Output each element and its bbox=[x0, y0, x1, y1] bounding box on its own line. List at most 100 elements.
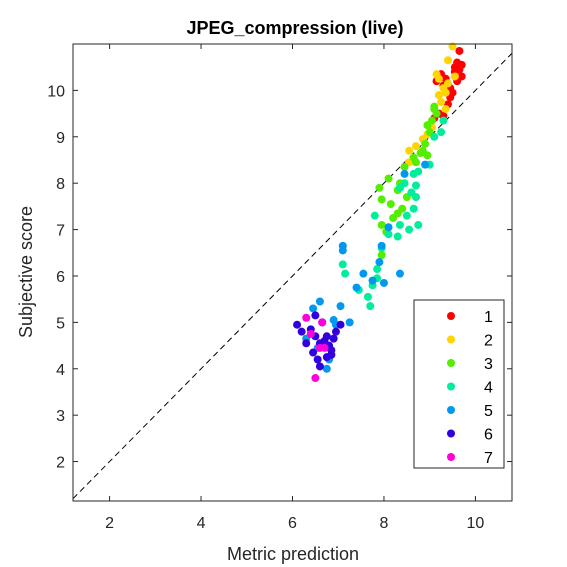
y-tick-label: 10 bbox=[47, 83, 65, 100]
legend-label-5: 5 bbox=[484, 403, 493, 420]
data-point-series-2 bbox=[411, 142, 420, 151]
data-point-series-3 bbox=[377, 220, 386, 229]
data-point-series-2 bbox=[443, 79, 452, 88]
data-point-series-4 bbox=[439, 116, 448, 125]
data-point-series-5 bbox=[359, 269, 368, 278]
legend-label-1: 1 bbox=[484, 309, 493, 326]
data-point-series-4 bbox=[384, 230, 393, 239]
data-point-series-5 bbox=[352, 283, 361, 292]
data-point-series-5 bbox=[315, 297, 324, 306]
legend-marker-7 bbox=[447, 453, 455, 461]
data-point-series-7 bbox=[315, 343, 324, 352]
data-point-series-3 bbox=[377, 195, 386, 204]
data-point-series-5 bbox=[421, 160, 430, 169]
data-point-series-4 bbox=[437, 128, 446, 137]
data-point-series-6 bbox=[309, 348, 318, 357]
identity-reference-line bbox=[72, 52, 513, 500]
data-point-series-6 bbox=[302, 339, 311, 348]
data-point-series-7 bbox=[311, 374, 320, 383]
data-point-series-4 bbox=[366, 302, 375, 311]
data-point-series-5 bbox=[379, 278, 388, 287]
data-point-series-2 bbox=[443, 56, 452, 65]
data-point-series-5 bbox=[338, 241, 347, 250]
y-tick-label: 7 bbox=[56, 223, 65, 240]
data-point-series-6 bbox=[313, 355, 322, 364]
data-point-series-1 bbox=[457, 72, 466, 81]
x-tick-label: 10 bbox=[467, 515, 485, 532]
data-point-series-5 bbox=[309, 304, 318, 313]
data-point-series-6 bbox=[322, 332, 331, 341]
data-point-series-2 bbox=[441, 88, 450, 97]
data-point-series-3 bbox=[423, 151, 432, 160]
legend-marker-5 bbox=[447, 406, 455, 414]
data-point-series-5 bbox=[368, 276, 377, 285]
data-point-series-6 bbox=[336, 320, 345, 329]
data-point-series-2 bbox=[450, 72, 459, 81]
legend-marker-6 bbox=[447, 429, 455, 438]
legend-label-4: 4 bbox=[484, 380, 493, 397]
data-point-series-4 bbox=[393, 232, 402, 241]
data-point-series-3 bbox=[375, 183, 384, 192]
data-point-series-6 bbox=[293, 320, 302, 329]
data-point-series-2 bbox=[405, 146, 414, 155]
data-point-series-4 bbox=[414, 220, 423, 229]
data-point-series-5 bbox=[384, 223, 393, 232]
data-point-series-6 bbox=[329, 334, 338, 343]
data-point-series-3 bbox=[421, 139, 430, 148]
legend-marker-1 bbox=[447, 312, 455, 320]
data-point-series-4 bbox=[373, 265, 382, 274]
data-point-series-3 bbox=[409, 153, 418, 162]
data-point-series-5 bbox=[336, 302, 345, 311]
data-point-series-5 bbox=[322, 364, 331, 373]
legend-marker-2 bbox=[447, 335, 455, 344]
data-point-series-5 bbox=[395, 269, 404, 278]
data-point-series-4 bbox=[395, 220, 404, 229]
y-tick-label: 4 bbox=[56, 362, 65, 379]
x-tick-label: 8 bbox=[380, 515, 389, 532]
legend: 1 2 3 4 5 6 7 bbox=[413, 299, 505, 469]
data-point-series-4 bbox=[341, 269, 350, 278]
legend-marker-4 bbox=[447, 382, 455, 391]
y-axis-label: Subjective score bbox=[16, 206, 36, 338]
data-point-series-3 bbox=[377, 251, 386, 260]
data-point-series-3 bbox=[430, 104, 439, 113]
data-point-series-4 bbox=[409, 204, 418, 213]
data-point-series-6 bbox=[327, 350, 336, 359]
x-tick-label: 6 bbox=[288, 515, 297, 532]
data-point-series-4 bbox=[338, 260, 347, 269]
data-point-series-6 bbox=[311, 311, 320, 320]
y-tick-label: 3 bbox=[56, 408, 65, 425]
data-point-series-4 bbox=[400, 179, 409, 188]
data-point-series-7 bbox=[306, 329, 315, 338]
data-point-series-4 bbox=[430, 132, 439, 141]
data-point-series-3 bbox=[384, 174, 393, 183]
data-points bbox=[293, 42, 466, 383]
y-tick-label: 2 bbox=[56, 455, 65, 472]
legend-marker-3 bbox=[447, 359, 455, 367]
x-tick-label: 4 bbox=[197, 515, 206, 532]
data-point-series-3 bbox=[400, 162, 409, 171]
data-point-series-7 bbox=[302, 313, 311, 322]
data-point-series-4 bbox=[411, 193, 420, 202]
data-point-series-4 bbox=[402, 211, 411, 220]
legend-label-7: 7 bbox=[484, 450, 493, 467]
data-point-series-2 bbox=[432, 70, 441, 79]
data-point-series-3 bbox=[386, 200, 395, 209]
y-axis: 2 3 4 5 6 7 8 9 10 bbox=[47, 83, 512, 472]
data-point-series-1 bbox=[455, 46, 464, 55]
data-point-series-5 bbox=[377, 241, 386, 250]
data-point-series-6 bbox=[297, 327, 306, 336]
data-point-series-1 bbox=[457, 60, 466, 69]
x-axis-label: Metric prediction bbox=[227, 544, 359, 564]
data-point-series-4 bbox=[411, 181, 420, 190]
legend-label-6: 6 bbox=[484, 427, 493, 444]
data-point-series-7 bbox=[318, 318, 327, 327]
data-point-series-3 bbox=[423, 121, 432, 130]
legend-box bbox=[413, 299, 505, 469]
y-tick-label: 8 bbox=[56, 176, 65, 193]
data-point-series-4 bbox=[370, 211, 379, 220]
x-axis: 2 4 6 8 10 bbox=[105, 44, 484, 532]
legend-label-3: 3 bbox=[484, 356, 493, 373]
data-point-series-4 bbox=[409, 169, 418, 178]
